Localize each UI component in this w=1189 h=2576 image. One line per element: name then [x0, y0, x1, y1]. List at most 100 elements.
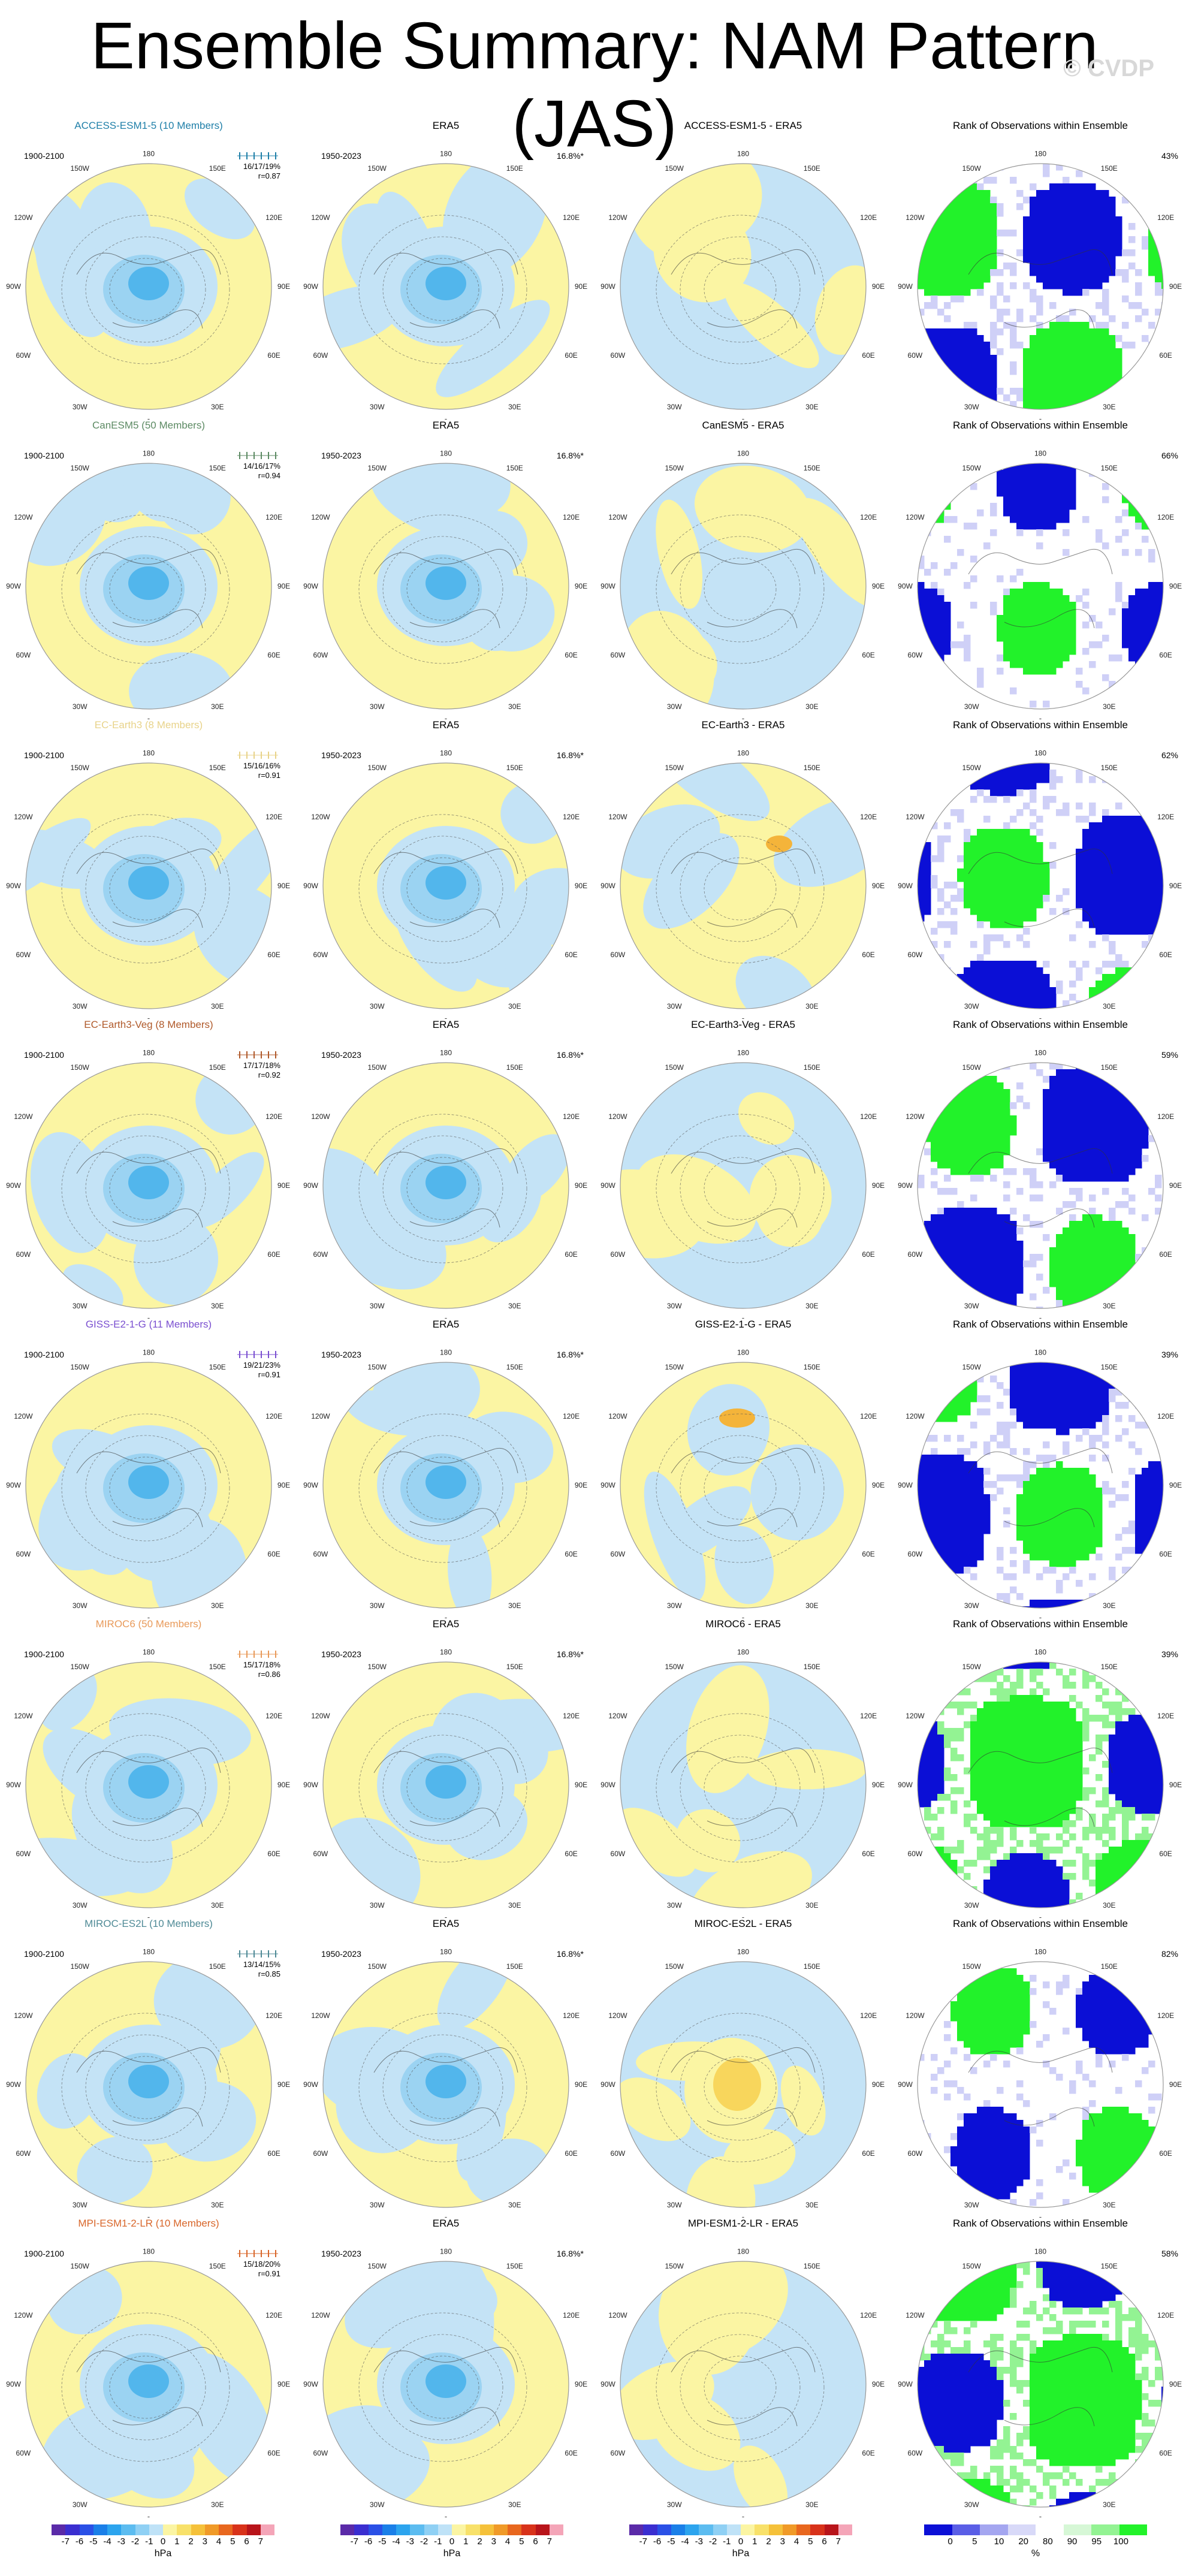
ensemble-whisker — [236, 2249, 279, 2258]
svg-text:30E: 30E — [805, 1302, 818, 1310]
model-corr: r=0.91 — [258, 1370, 280, 1379]
svg-text:150E: 150E — [804, 164, 820, 173]
colorbar-tick-label: 7 — [835, 2536, 841, 2547]
colorbar-cell — [149, 2524, 163, 2535]
svg-text:180: 180 — [143, 450, 155, 458]
panel-diff-3: 180150W150E120W120E90W90E60W60E30W30E0EC… — [594, 719, 892, 1019]
panel-obs-1: 180 150W 150E 120W 120E 90W 90E 60W 60E 30W 30E 0 ER… — [297, 120, 594, 420]
svg-text:120W: 120W — [906, 1112, 925, 1121]
panel-rank-4: 180150W150E120W120E90W90E60W60E30W30E0Ra… — [892, 1019, 1189, 1319]
rank-pct: 39% — [1161, 1350, 1178, 1359]
svg-text:30E: 30E — [508, 1302, 521, 1310]
colorbar-cell — [382, 2524, 396, 2535]
svg-text:180: 180 — [440, 1349, 452, 1357]
map-svg: 180150W150E120W120E90W90E60W60E30W30E0 — [6, 749, 290, 1019]
svg-text:120E: 120E — [563, 1412, 580, 1420]
colorbar-tick-label: 100 — [1113, 2536, 1128, 2547]
svg-text:60W: 60W — [908, 1550, 923, 1558]
rank-pct: 82% — [1161, 1949, 1178, 1959]
colorbar-tick-label: 4 — [793, 2536, 799, 2547]
svg-text:30W: 30W — [964, 702, 979, 711]
colorbar-cell — [354, 2524, 369, 2535]
map-svg: 180150W150E120W120E90W90E60W60E30W30E0 — [6, 450, 290, 719]
svg-text:120E: 120E — [265, 1112, 282, 1121]
svg-text:120W: 120W — [14, 513, 33, 521]
svg-text:60W: 60W — [16, 951, 31, 959]
svg-text:30E: 30E — [508, 1601, 521, 1610]
map-svg: 180150W150E120W120E90W90E60W60E30W30E0 — [303, 1948, 587, 2218]
colorbar-cell — [135, 2524, 149, 2535]
colorbar-hpa-1: -7 -6 -5 -4 -3 -2 -1 0 1 2 3 4 5 6 7 hPa — [52, 2524, 274, 2563]
colorbar-cell — [782, 2524, 796, 2535]
svg-text:0: 0 — [444, 717, 448, 720]
svg-text:180: 180 — [440, 1049, 452, 1057]
map-svg: 180150W150E120W120E90W90E60W60E30W30E0 — [303, 1648, 587, 1918]
svg-text:180: 180 — [440, 749, 452, 758]
panel-model-5: 180150W150E120W120E90W90E60W60E30W30E0GI… — [0, 1319, 297, 1618]
svg-text:120W: 120W — [311, 213, 330, 222]
svg-text:0: 0 — [147, 418, 151, 420]
model-title: CanESM5 (50 Members) — [92, 420, 205, 431]
svg-text:60E: 60E — [565, 1550, 577, 1558]
rank-title: Rank of Observations within Ensemble — [953, 420, 1128, 431]
model-period: 1900-2100 — [24, 1350, 64, 1359]
svg-text:90E: 90E — [277, 1481, 290, 1489]
svg-text:120E: 120E — [1157, 513, 1174, 521]
panel-model-6: 180150W150E120W120E90W90E60W60E30W30E0MI… — [0, 1618, 297, 1918]
svg-text:120E: 120E — [860, 513, 877, 521]
colorbar-tick-label: 7 — [547, 2536, 552, 2547]
svg-text:90E: 90E — [872, 582, 885, 590]
colorbar-cell — [219, 2524, 233, 2535]
svg-text:30W: 30W — [370, 1002, 385, 1011]
colorbar-cell — [65, 2524, 80, 2535]
svg-text:60E: 60E — [862, 351, 874, 360]
svg-text:120E: 120E — [265, 213, 282, 222]
svg-text:0: 0 — [741, 1317, 746, 1319]
panel-obs-6: 180150W150E120W120E90W90E60W60E30W30E0 ER… — [297, 1618, 594, 1918]
svg-text:30E: 30E — [1103, 1302, 1115, 1310]
panel-obs-2: 180150W150E120W120E90W90E60W60E30W30E0ER… — [297, 420, 594, 719]
colorbar-cell — [163, 2524, 177, 2535]
svg-text:90W: 90W — [303, 882, 318, 890]
obs-period: 1950-2023 — [321, 451, 361, 460]
svg-text:150W: 150W — [665, 1063, 684, 1072]
panel-model-4: 180150W150E120W120E90W90E60W60E30W30E0EC… — [0, 1019, 297, 1319]
panel-obs-5: 180150W150E120W120E90W90E60W60E30W30E0ER… — [297, 1319, 594, 1618]
panel-diff-8: 180150W150E120W120E90W90E60W60E30W30E0 MP… — [594, 2218, 892, 2517]
rank-title: Rank of Observations within Ensemble — [953, 2218, 1128, 2229]
svg-text:90W: 90W — [600, 282, 615, 291]
svg-text:90W: 90W — [6, 1481, 21, 1489]
svg-text:60E: 60E — [267, 351, 280, 360]
svg-text:60E: 60E — [862, 951, 874, 959]
svg-text:120E: 120E — [1157, 1112, 1174, 1121]
svg-text:30W: 30W — [370, 403, 385, 411]
svg-text:150W: 150W — [71, 464, 90, 472]
colorbar-cell — [466, 2524, 480, 2535]
rank-pct: 59% — [1161, 1050, 1178, 1060]
svg-text:60E: 60E — [1159, 1550, 1172, 1558]
svg-text:120W: 120W — [906, 513, 925, 521]
svg-text:60W: 60W — [611, 951, 626, 959]
svg-text:120E: 120E — [265, 813, 282, 821]
svg-text:0: 0 — [741, 1017, 746, 1019]
svg-text:150W: 150W — [71, 164, 90, 173]
rank-pct: 58% — [1161, 2249, 1178, 2258]
svg-text:150W: 150W — [71, 1063, 90, 1072]
model-period: 1900-2100 — [24, 451, 64, 460]
model-stats: 14/16/17% — [243, 461, 280, 470]
svg-text:150E: 150E — [1101, 1063, 1118, 1072]
svg-text:30E: 30E — [805, 1002, 818, 1011]
diff-title: CanESM5 - ERA5 — [702, 420, 784, 431]
svg-text:60E: 60E — [862, 651, 874, 659]
rank-title: Rank of Observations within Ensemble — [953, 1618, 1128, 1630]
colorbar-tick-label: -3 — [117, 2536, 125, 2547]
svg-text:120E: 120E — [860, 1412, 877, 1420]
svg-text:90W: 90W — [303, 282, 318, 291]
obs-period: 1950-2023 — [321, 1949, 361, 1959]
colorbar-cell — [52, 2524, 66, 2535]
svg-text:180: 180 — [143, 1648, 155, 1657]
svg-text:120E: 120E — [563, 213, 580, 222]
diff-title: MIROC6 - ERA5 — [705, 1618, 781, 1630]
colorbar-tick-label: -5 — [89, 2536, 98, 2547]
svg-text:150E: 150E — [804, 1063, 820, 1072]
